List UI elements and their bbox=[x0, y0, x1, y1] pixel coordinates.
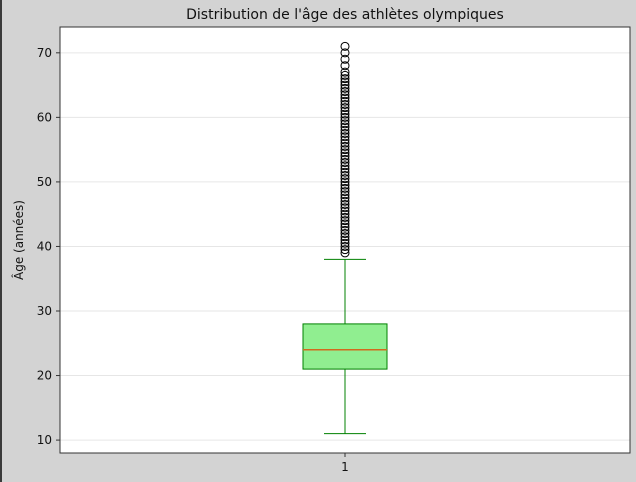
y-tick-label: 30 bbox=[37, 304, 52, 318]
outlier-point bbox=[340, 245, 350, 255]
outlier-point bbox=[340, 54, 350, 64]
outlier-point bbox=[340, 93, 350, 103]
outlier-point bbox=[340, 209, 350, 219]
outlier-point bbox=[340, 212, 350, 222]
outlier-point bbox=[340, 99, 350, 109]
outlier-point bbox=[340, 125, 350, 135]
outlier-point bbox=[340, 216, 350, 226]
outlier-point bbox=[340, 109, 350, 119]
iqr-box bbox=[302, 323, 388, 370]
outlier-point bbox=[340, 129, 350, 138]
outlier-point bbox=[340, 180, 350, 190]
outlier-point bbox=[340, 248, 350, 258]
outlier-point bbox=[340, 70, 350, 80]
outlier-point bbox=[340, 61, 350, 71]
outlier-point bbox=[340, 158, 350, 168]
outlier-point bbox=[340, 241, 350, 251]
outlier-point bbox=[340, 135, 350, 145]
outlier-point bbox=[340, 145, 350, 155]
outlier-point bbox=[340, 106, 350, 116]
y-tick-label: 60 bbox=[37, 110, 52, 124]
outlier-point bbox=[340, 170, 350, 180]
outlier-point bbox=[340, 200, 350, 209]
outlier-point bbox=[340, 116, 350, 126]
y-tick-label: 20 bbox=[37, 369, 52, 383]
outlier-point bbox=[340, 74, 350, 84]
outlier-point bbox=[340, 177, 350, 187]
outlier-point bbox=[340, 48, 350, 58]
outlier-point bbox=[340, 67, 350, 77]
outlier-point bbox=[340, 203, 350, 213]
outlier-point bbox=[340, 83, 350, 93]
outlier-point bbox=[340, 122, 350, 132]
outlier-point bbox=[340, 77, 350, 87]
outlier-layer bbox=[340, 41, 350, 258]
outlier-point bbox=[340, 187, 350, 197]
outlier-point bbox=[340, 232, 350, 242]
outlier-point bbox=[340, 141, 350, 151]
outlier-point bbox=[340, 219, 350, 229]
y-tick-label: 70 bbox=[37, 46, 52, 60]
x-tick-label: 1 bbox=[341, 460, 349, 474]
outlier-point bbox=[340, 41, 350, 51]
outlier-point bbox=[340, 96, 350, 106]
outlier-point bbox=[340, 132, 350, 142]
outlier-point bbox=[340, 235, 350, 245]
outlier-point bbox=[340, 238, 350, 248]
outlier-point bbox=[340, 196, 350, 206]
outlier-point bbox=[340, 229, 350, 239]
outlier-point bbox=[340, 151, 350, 161]
chart-title: Distribution de l'âge des athlètes olymp… bbox=[186, 7, 504, 23]
outlier-point bbox=[340, 190, 350, 200]
outlier-point bbox=[340, 193, 350, 203]
axis-layer: 10 20 30 40 50 60 70 1 bbox=[37, 26, 631, 474]
outlier-point bbox=[340, 164, 350, 174]
outlier-point bbox=[340, 87, 350, 97]
outlier-point bbox=[340, 154, 350, 164]
outlier-point bbox=[340, 167, 350, 177]
y-tick-label: 40 bbox=[37, 239, 52, 253]
y-axis-label: Âge (années) bbox=[11, 200, 26, 280]
outlier-point bbox=[340, 225, 350, 235]
outlier-point bbox=[340, 222, 350, 232]
outlier-point bbox=[340, 119, 350, 129]
y-tick-label: 10 bbox=[37, 433, 52, 447]
outlier-point bbox=[340, 206, 350, 216]
outlier-point bbox=[340, 161, 350, 171]
outlier-point bbox=[340, 80, 350, 90]
box-layer bbox=[302, 258, 388, 435]
y-tick-label: 50 bbox=[37, 175, 52, 189]
outlier-point bbox=[340, 103, 350, 113]
outlier-point bbox=[340, 138, 350, 148]
outlier-point bbox=[340, 90, 350, 100]
outlier-point bbox=[340, 174, 350, 184]
outlier-point bbox=[340, 183, 350, 193]
outlier-point bbox=[340, 112, 350, 122]
outlier-point bbox=[340, 148, 350, 158]
